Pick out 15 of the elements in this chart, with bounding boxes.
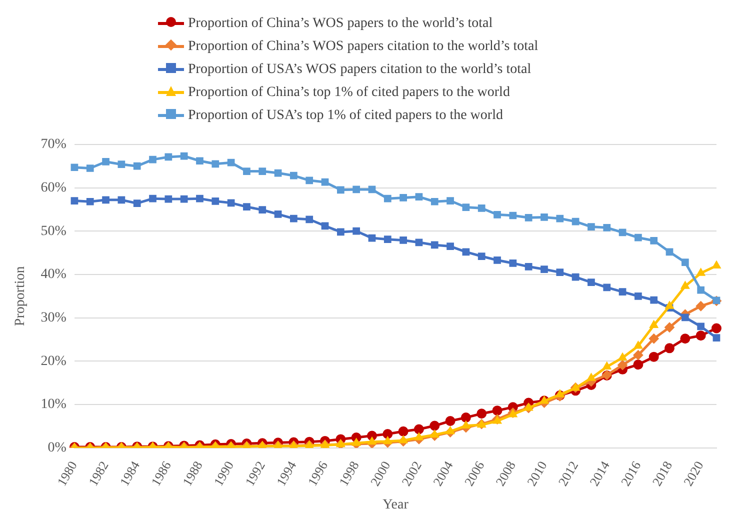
y-tick-label: 0% bbox=[48, 440, 67, 456]
legend-label: Proportion of China’s WOS papers citation to the world’s total bbox=[188, 38, 538, 54]
legend-label: Proportion of China’s WOS papers to the world’s total bbox=[188, 16, 493, 32]
legend-label: Proportion of China’s top 1% of cited papers to the world bbox=[188, 84, 510, 100]
y-tick-label: 20% bbox=[40, 354, 67, 369]
legend-label: Proportion of USA’s top 1% of cited papers to the world bbox=[188, 108, 503, 124]
y-axis-title: Proportion bbox=[13, 266, 28, 326]
y-tick-label: 70% bbox=[40, 137, 67, 152]
legend-label: Proportion of USA’s WOS papers citation to the world’s total bbox=[188, 62, 532, 78]
y-tick-label: 10% bbox=[40, 397, 67, 412]
y-tick-label: 60% bbox=[40, 180, 67, 196]
y-tick-label: 40% bbox=[40, 267, 67, 282]
y-tick-label: 50% bbox=[40, 224, 67, 239]
y-tick-label: 30% bbox=[40, 310, 67, 326]
x-axis-title: Year bbox=[382, 497, 409, 512]
